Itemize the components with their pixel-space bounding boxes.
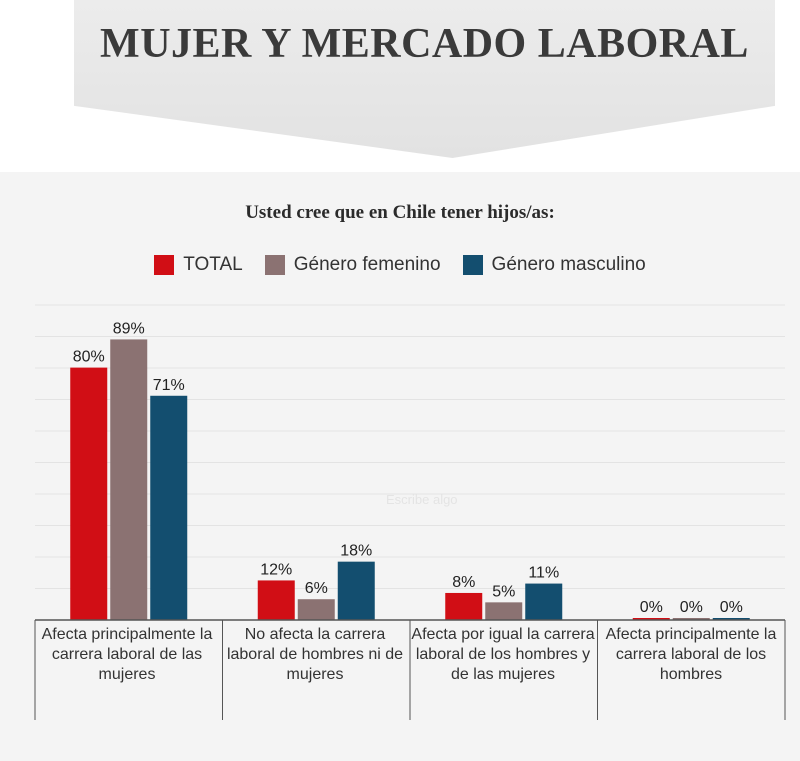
- bar: [297, 599, 335, 620]
- legend-swatch-masculino: [462, 255, 483, 275]
- bar: [70, 367, 108, 620]
- legend-swatch-femenino: [264, 255, 285, 275]
- bar: [150, 395, 188, 620]
- bar: [445, 592, 483, 620]
- editor-watermark: Escribe algo: [386, 492, 458, 507]
- bar: [632, 618, 670, 620]
- page-title: MUJER Y MERCADO LABORAL: [100, 21, 749, 67]
- legend-label-total: TOTAL: [183, 254, 243, 275]
- legend-item-total: TOTAL: [154, 254, 243, 276]
- chart-legend: TOTAL Género femenino Género masculino: [0, 254, 800, 276]
- data-label: 12%: [260, 561, 292, 578]
- bar: [257, 580, 295, 620]
- bar: [712, 618, 750, 620]
- data-label: 0%: [720, 599, 743, 616]
- category-label: Afecta principalmente la carrera laboral…: [41, 626, 213, 683]
- data-label: 0%: [640, 599, 663, 616]
- data-label: 80%: [73, 349, 105, 366]
- data-label: 0%: [680, 599, 703, 616]
- legend-item-femenino: Género femenino: [264, 254, 441, 276]
- legend-swatch-total: [154, 255, 175, 275]
- chart-title: Usted cree que en Chile tener hijos/as:: [245, 202, 555, 223]
- bar: [337, 561, 375, 620]
- data-label: 89%: [113, 320, 145, 337]
- bar: [672, 618, 710, 620]
- legend-label-masculino: Género masculino: [491, 254, 646, 275]
- category-label: Afecta por igual la carrera laboral de l…: [411, 626, 595, 683]
- legend-item-masculino: Género masculino: [462, 254, 646, 276]
- category-label: Afecta principalmente la carrera laboral…: [605, 626, 777, 683]
- bar-chart: 80% 89% 71% 12% 6% 18% 8% 5% 11% 0% 0% 0%: [34, 304, 786, 720]
- bar: [525, 583, 563, 620]
- legend-label-femenino: Género femenino: [293, 254, 441, 275]
- data-label: 71%: [153, 377, 185, 394]
- header-banner: MUJER Y MERCADO LABORAL: [74, 0, 775, 158]
- bar: [485, 602, 523, 620]
- data-label: 6%: [305, 580, 328, 597]
- data-label: 11%: [528, 565, 559, 582]
- chart-panel: 80% 89% 71% 12% 6% 18% 8% 5% 11% 0% 0% 0% Usted cre…: [0, 172, 800, 761]
- category-label: No afecta la carrera laboral de hombres …: [226, 626, 404, 683]
- data-label: 5%: [492, 583, 515, 600]
- data-label: 8%: [452, 574, 475, 591]
- data-label: 18%: [340, 543, 372, 560]
- bar: [110, 339, 148, 620]
